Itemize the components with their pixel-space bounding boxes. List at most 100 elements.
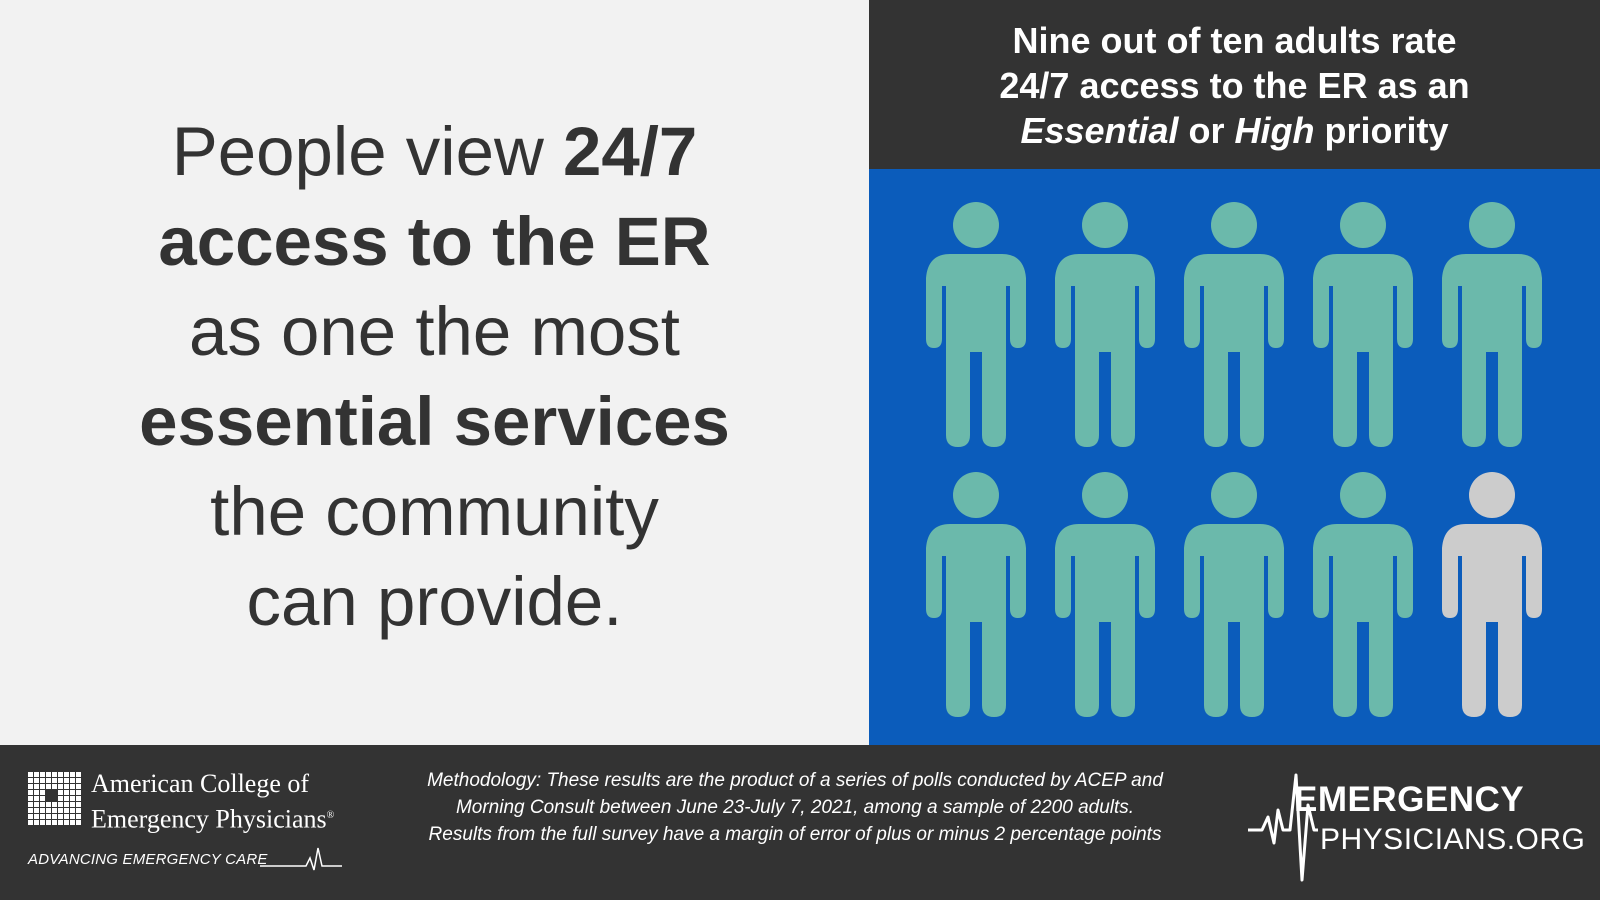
grid-cell <box>58 778 63 783</box>
headline-line-1: People view 24/7 <box>139 107 730 197</box>
grid-cell <box>70 820 75 825</box>
grid-cell <box>28 772 33 777</box>
person-figure <box>1442 472 1542 717</box>
grid-cell <box>40 820 45 825</box>
person-icon <box>1053 202 1157 447</box>
person-icon <box>1440 202 1544 447</box>
grid-cell <box>70 796 75 801</box>
grid-cell <box>46 802 51 807</box>
person-figure <box>1442 202 1542 447</box>
grid-cell <box>70 802 75 807</box>
stat-title-line-1: Nine out of ten adults rate <box>1012 20 1457 61</box>
acep-name-text: Emergency Physicians <box>91 804 327 834</box>
grid-cell <box>64 814 69 819</box>
methodology-line-1: Methodology: These results are the produ… <box>427 770 1163 791</box>
stat-header: Nine out of ten adults rate 24/7 access … <box>869 0 1600 169</box>
grid-cell <box>46 808 51 813</box>
grid-cell <box>52 778 57 783</box>
person-figure <box>1313 202 1413 447</box>
grid-cell <box>70 790 75 795</box>
grid-cell <box>64 796 69 801</box>
grid-cell <box>28 814 33 819</box>
acep-grid-icon <box>28 772 81 825</box>
grid-cell <box>76 784 81 789</box>
logo-text-emergency: EMERGENCY <box>1294 780 1525 819</box>
grid-cell <box>52 772 57 777</box>
grid-cell <box>34 772 39 777</box>
headline-line-5: the community <box>210 472 659 550</box>
person-figure <box>1184 472 1284 717</box>
grid-cell <box>76 778 81 783</box>
methodology-note: Methodology: These results are the produ… <box>378 767 1212 848</box>
grid-cell <box>64 778 69 783</box>
pictogram-panel <box>869 169 1600 745</box>
grid-cell <box>46 790 51 795</box>
grid-cell <box>46 820 51 825</box>
headline-panel: People view 24/7 access to the ER as one… <box>0 0 869 745</box>
person-figure <box>926 202 1026 447</box>
grid-cell <box>64 790 69 795</box>
grid-cell <box>46 772 51 777</box>
grid-cell <box>28 778 33 783</box>
grid-cell <box>28 790 33 795</box>
grid-cell <box>76 820 81 825</box>
stat-title-text: or <box>1178 110 1235 151</box>
person-figure <box>1184 202 1284 447</box>
grid-cell <box>70 778 75 783</box>
grid-cell <box>34 796 39 801</box>
acep-name: American College of Emergency Physicians… <box>91 768 334 836</box>
grid-cell <box>46 814 51 819</box>
grid-cell <box>34 808 39 813</box>
grid-cell <box>34 778 39 783</box>
acep-name-line-2: Emergency Physicians® <box>91 800 334 836</box>
grid-cell <box>28 784 33 789</box>
headline-emphasis: access to the ER <box>158 202 711 280</box>
grid-cell <box>76 802 81 807</box>
headline-emphasis: essential services <box>139 382 730 460</box>
grid-cell <box>40 796 45 801</box>
person-icon <box>1053 472 1157 717</box>
person-icon <box>1311 202 1415 447</box>
grid-cell <box>40 814 45 819</box>
grid-cell <box>52 796 57 801</box>
grid-cell <box>40 784 45 789</box>
stat-title-text: priority <box>1314 110 1449 151</box>
grid-cell <box>70 808 75 813</box>
grid-cell <box>28 802 33 807</box>
headline-line-3: as one the most <box>189 292 680 370</box>
stat-title-italic: High <box>1234 110 1315 151</box>
grid-cell <box>34 820 39 825</box>
methodology-line-2: Morning Consult between June 23-July 7, … <box>455 797 1135 818</box>
grid-cell <box>52 790 57 795</box>
stat-title-line-2: 24/7 access to the ER as an <box>999 65 1470 106</box>
grid-cell <box>76 796 81 801</box>
grid-cell <box>40 802 45 807</box>
grid-cell <box>46 778 51 783</box>
grid-cell <box>76 814 81 819</box>
person-icon <box>1440 472 1544 717</box>
grid-cell <box>58 784 63 789</box>
grid-cell <box>28 808 33 813</box>
grid-cell <box>46 784 51 789</box>
stat-title-line-3: Essential or High priority <box>999 108 1469 153</box>
grid-cell <box>52 820 57 825</box>
grid-cell <box>28 820 33 825</box>
acep-logo: American College of Emergency Physicians… <box>28 769 368 882</box>
grid-cell <box>52 784 57 789</box>
grid-cell <box>64 784 69 789</box>
grid-cell <box>76 790 81 795</box>
heartbeat-pulse-icon <box>1248 773 1318 882</box>
grid-cell <box>28 796 33 801</box>
grid-cell <box>58 814 63 819</box>
headline-line-6: can provide. <box>246 562 623 640</box>
grid-cell <box>64 820 69 825</box>
person-figure <box>1313 472 1413 717</box>
headline-line-4: essential services <box>139 377 730 467</box>
person-figure <box>926 472 1026 717</box>
heartbeat-line-icon <box>260 847 342 871</box>
grid-cell <box>34 790 39 795</box>
headline-text: People view <box>171 112 563 190</box>
stat-title: Nine out of ten adults rate 24/7 access … <box>999 18 1469 153</box>
person-icon <box>924 472 1028 717</box>
grid-cell <box>58 790 63 795</box>
